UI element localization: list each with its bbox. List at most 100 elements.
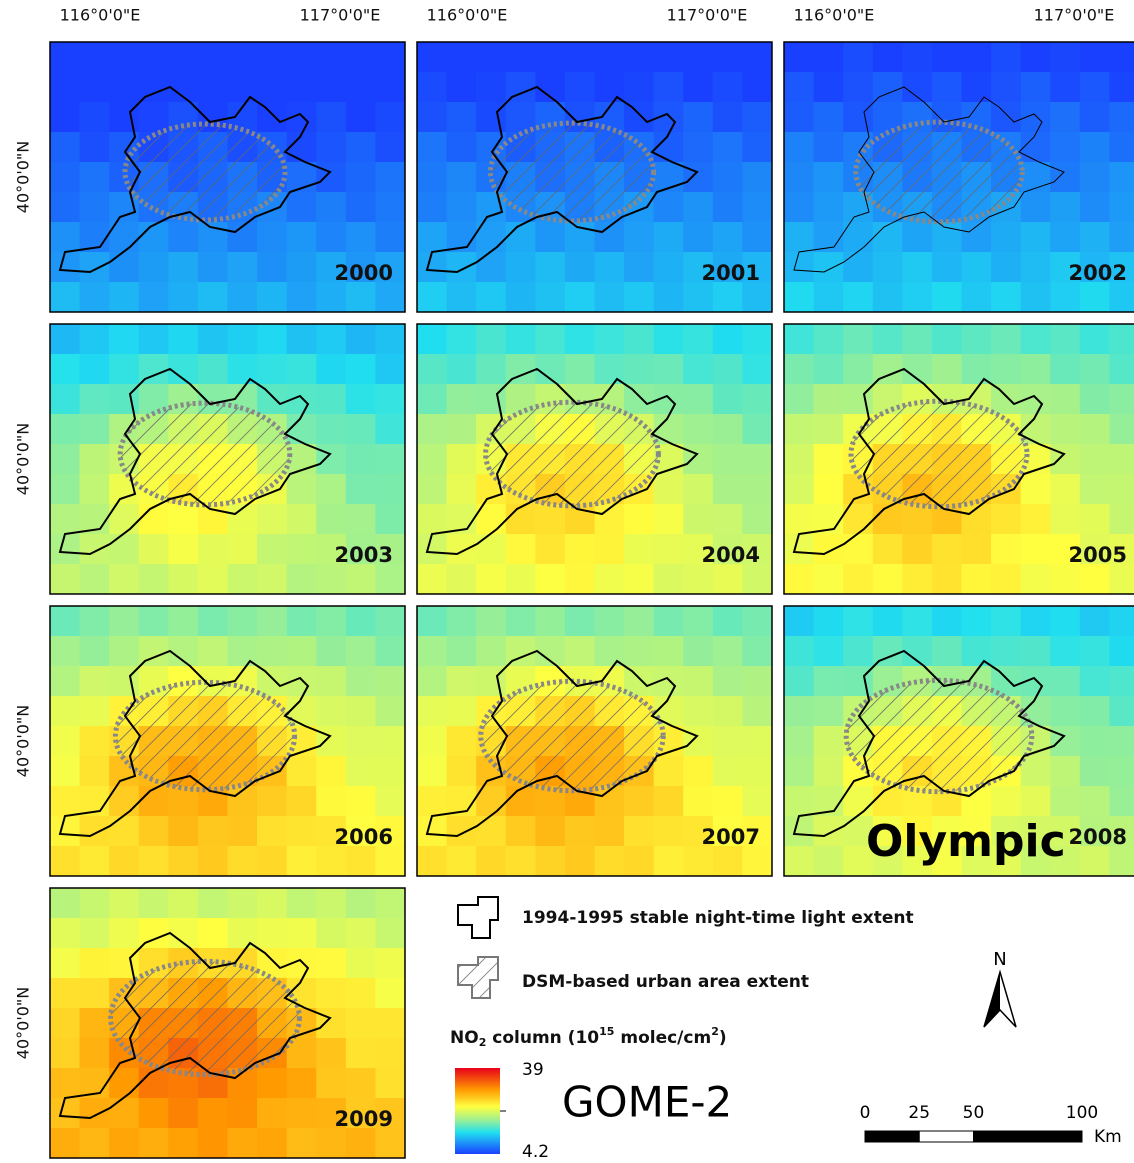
grid-cell	[375, 786, 405, 817]
grid-cell	[1080, 606, 1110, 637]
grid-cell	[287, 756, 317, 787]
map-panel: 2006	[50, 606, 406, 877]
grid-cell	[713, 756, 743, 787]
grid-cell	[1109, 504, 1134, 535]
grid-cell	[316, 324, 346, 355]
grid-cell	[1080, 282, 1110, 313]
grid-cell	[991, 384, 1021, 415]
grid-cell	[109, 1128, 139, 1159]
grid-cell	[1080, 564, 1110, 595]
year-label: 2009	[335, 1107, 393, 1131]
grid-cell	[316, 756, 346, 787]
t: 15	[599, 1025, 614, 1038]
grid-cell	[784, 504, 814, 535]
grid-cell	[784, 474, 814, 505]
year-label: 2003	[335, 543, 393, 567]
grid-cell	[1080, 756, 1110, 787]
grid-cell	[80, 888, 110, 919]
grid-cell	[316, 132, 346, 163]
grid-cell	[257, 888, 287, 919]
grid-cell	[228, 846, 258, 877]
grid-cell	[565, 534, 595, 565]
grid-cell	[50, 192, 80, 223]
grid-cell	[198, 534, 228, 565]
grid-cell	[1080, 42, 1110, 73]
grid-cell	[375, 384, 405, 415]
scale-unit: Km	[1094, 1127, 1122, 1147]
grid-cell	[50, 978, 80, 1009]
grid-cell	[417, 696, 447, 727]
grid-cell	[713, 162, 743, 193]
grid-cell	[1050, 162, 1080, 193]
grid-cell	[713, 786, 743, 817]
grid-cell	[375, 978, 405, 1009]
grid-cell	[784, 726, 814, 757]
grid-cell	[784, 534, 814, 565]
grid-cell	[683, 606, 713, 637]
grid-cell	[654, 474, 684, 505]
grid-cell	[742, 72, 772, 103]
grid-cell	[447, 846, 477, 877]
grid-cell	[742, 756, 772, 787]
scale-segment	[919, 1131, 973, 1142]
grid-cell	[228, 564, 258, 595]
grid-cell	[683, 42, 713, 73]
grid-cell	[346, 636, 376, 667]
grid-cell	[624, 504, 654, 535]
grid-cell	[932, 252, 962, 283]
grid-cell	[784, 696, 814, 727]
urban-dots	[120, 403, 290, 505]
grid-cell	[1109, 696, 1134, 727]
grid-cell	[843, 282, 873, 313]
grid-cell	[316, 414, 346, 445]
grid-cell	[742, 282, 772, 313]
map-panel: 2002	[784, 42, 1134, 313]
grid-cell	[1021, 606, 1051, 637]
grid-cell	[375, 192, 405, 223]
grid-cell	[50, 534, 80, 565]
grid-cell	[873, 72, 903, 103]
grid-cell	[683, 666, 713, 697]
grid-cell	[1109, 354, 1134, 385]
grid-cell	[346, 42, 376, 73]
grid-cell	[1080, 72, 1110, 103]
grid-cell	[80, 162, 110, 193]
grid-cell	[654, 354, 684, 385]
grid-cell	[447, 102, 477, 133]
grid-cell	[814, 636, 844, 667]
grid-cell	[168, 1128, 198, 1159]
grid-cell	[257, 606, 287, 637]
grid-cell	[1050, 756, 1080, 787]
grid-cell	[417, 726, 447, 757]
grid-cell	[1021, 474, 1051, 505]
grid-cell	[316, 978, 346, 1009]
grid-cell	[654, 252, 684, 283]
grid-cell	[506, 564, 536, 595]
grid-cell	[287, 504, 317, 535]
urban-dots	[125, 124, 285, 220]
grid-cell	[228, 534, 258, 565]
grid-cell	[346, 564, 376, 595]
grid-cell	[257, 786, 287, 817]
grid-cell	[683, 726, 713, 757]
grid-cell	[375, 636, 405, 667]
grid-cell	[50, 636, 80, 667]
grid-cell	[287, 1128, 317, 1159]
grid-cell	[168, 534, 198, 565]
grid-cell	[1109, 282, 1134, 313]
grid-cell	[742, 222, 772, 253]
grid-cell	[198, 816, 228, 847]
grid-cell	[109, 282, 139, 313]
grid-cell	[654, 192, 684, 223]
grid-cell	[257, 72, 287, 103]
grid-cell	[991, 252, 1021, 283]
grid-cell	[742, 504, 772, 535]
grid-cell	[713, 606, 743, 637]
grid-cell	[1109, 414, 1134, 445]
grid-cell	[346, 1068, 376, 1099]
grid-cell	[506, 324, 536, 355]
grid-cell	[713, 444, 743, 475]
colorbar-max: 39	[522, 1060, 544, 1080]
grid-cell	[50, 1038, 80, 1069]
grid-cell	[742, 786, 772, 817]
